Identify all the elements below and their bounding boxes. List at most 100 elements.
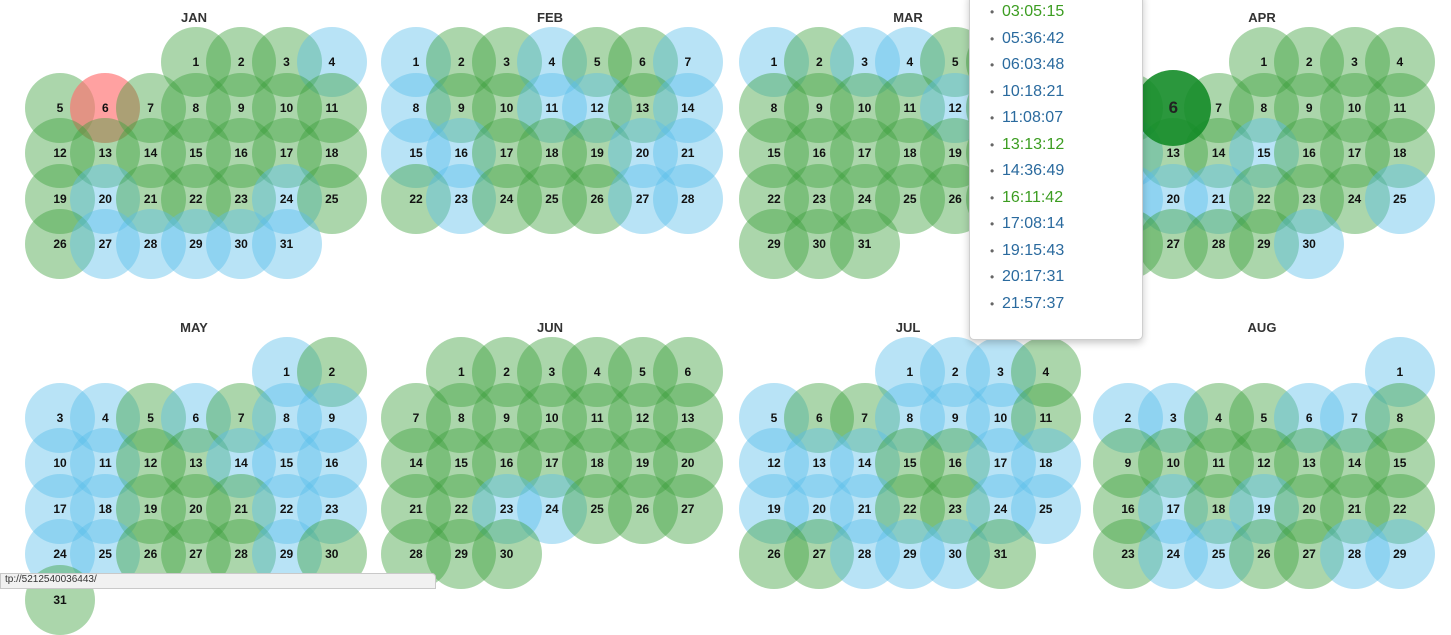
day-number[interactable]: 6 bbox=[1168, 97, 1179, 117]
day-number[interactable]: 20 bbox=[1302, 501, 1316, 516]
day-circle[interactable] bbox=[874, 118, 945, 188]
day-circle[interactable] bbox=[1274, 27, 1345, 97]
day-circle[interactable] bbox=[562, 72, 633, 143]
day-circle[interactable] bbox=[1364, 382, 1435, 453]
day-circle[interactable] bbox=[1364, 27, 1435, 97]
day-circle[interactable] bbox=[296, 163, 367, 234]
day-circle[interactable] bbox=[1319, 519, 1390, 589]
day-number[interactable]: 17 bbox=[545, 456, 559, 470]
day-circle[interactable] bbox=[1319, 473, 1390, 544]
day-circle[interactable] bbox=[829, 72, 900, 143]
day-number[interactable]: 18 bbox=[903, 146, 917, 160]
time-link[interactable]: 11:08:07 bbox=[1002, 109, 1064, 126]
day-circle[interactable] bbox=[1010, 337, 1081, 407]
day-number[interactable]: 14 bbox=[234, 456, 248, 470]
day-number[interactable]: 8 bbox=[457, 410, 465, 425]
day-number[interactable]: 23 bbox=[499, 501, 514, 516]
day-circle[interactable] bbox=[829, 473, 900, 544]
day-circle[interactable] bbox=[1364, 519, 1435, 589]
day-number[interactable]: 5 bbox=[56, 100, 64, 115]
day-circle[interactable] bbox=[1183, 209, 1254, 279]
day-circle[interactable] bbox=[381, 428, 451, 498]
day-number[interactable]: 21 bbox=[857, 501, 872, 516]
day-circle[interactable] bbox=[25, 428, 95, 498]
day-circle[interactable] bbox=[70, 473, 141, 544]
day-circle[interactable] bbox=[381, 473, 451, 544]
day-number[interactable]: 30 bbox=[499, 547, 514, 561]
day-circle[interactable] bbox=[381, 382, 451, 453]
day-number[interactable]: 29 bbox=[1393, 547, 1407, 561]
day-number[interactable]: 2 bbox=[815, 55, 823, 69]
day-number[interactable]: 1 bbox=[457, 365, 465, 379]
day-circle[interactable] bbox=[607, 72, 678, 143]
day-number[interactable]: 29 bbox=[454, 547, 468, 561]
day-number[interactable]: 12 bbox=[1257, 456, 1271, 470]
time-link[interactable]: 21:57:37 bbox=[1002, 294, 1065, 312]
day-circle[interactable] bbox=[562, 428, 633, 498]
day-circle[interactable] bbox=[206, 163, 277, 234]
day-number[interactable]: 4 bbox=[1042, 365, 1050, 379]
day-circle[interactable] bbox=[251, 337, 322, 407]
day-circle[interactable] bbox=[784, 473, 855, 544]
day-number[interactable]: 15 bbox=[1257, 146, 1271, 160]
day-number[interactable]: 16 bbox=[948, 456, 962, 470]
day-number[interactable]: 1 bbox=[192, 55, 200, 69]
day-number[interactable]: 9 bbox=[951, 410, 959, 425]
day-circle[interactable] bbox=[1138, 209, 1209, 279]
day-circle[interactable] bbox=[1228, 473, 1299, 544]
day-circle[interactable] bbox=[739, 428, 809, 498]
day-circle[interactable] bbox=[652, 473, 723, 544]
day-circle[interactable] bbox=[471, 473, 542, 544]
day-circle[interactable] bbox=[1183, 428, 1254, 498]
day-number[interactable]: 26 bbox=[143, 547, 158, 561]
day-number[interactable]: 25 bbox=[1393, 191, 1407, 206]
day-circle[interactable] bbox=[296, 337, 367, 407]
day-number[interactable]: 26 bbox=[948, 191, 962, 206]
day-number[interactable]: 27 bbox=[812, 547, 826, 561]
day-number[interactable]: 24 bbox=[499, 191, 514, 206]
day-circle[interactable] bbox=[1274, 209, 1345, 279]
day-number[interactable]: 20 bbox=[681, 456, 695, 470]
day-number[interactable]: 24 bbox=[857, 191, 872, 206]
day-circle[interactable] bbox=[516, 27, 587, 97]
day-number[interactable]: 4 bbox=[906, 55, 914, 69]
day-circle[interactable] bbox=[1274, 72, 1345, 143]
day-number[interactable]: 18 bbox=[1039, 456, 1053, 470]
day-circle[interactable] bbox=[426, 473, 497, 544]
day-number[interactable]: 18 bbox=[1211, 501, 1226, 516]
day-number[interactable]: 14 bbox=[143, 146, 158, 160]
day-circle[interactable] bbox=[70, 209, 141, 279]
day-number[interactable]: 7 bbox=[147, 100, 154, 115]
day-number[interactable]: 4 bbox=[548, 55, 556, 69]
day-number[interactable]: 23 bbox=[454, 191, 468, 206]
day-number[interactable]: 4 bbox=[1396, 55, 1404, 69]
day-number[interactable]: 14 bbox=[1211, 146, 1226, 160]
day-circle[interactable] bbox=[381, 163, 451, 234]
day-number[interactable]: 7 bbox=[861, 410, 868, 425]
day-circle[interactable] bbox=[652, 428, 723, 498]
day-number[interactable]: 17 bbox=[499, 146, 514, 160]
day-circle[interactable] bbox=[784, 382, 855, 453]
day-circle[interactable] bbox=[829, 519, 900, 589]
day-circle[interactable] bbox=[206, 27, 277, 97]
day-number[interactable]: 18 bbox=[98, 501, 112, 516]
day-circle[interactable] bbox=[1138, 473, 1209, 544]
day-number[interactable]: 29 bbox=[279, 547, 294, 561]
day-number[interactable]: 1 bbox=[1396, 365, 1404, 379]
day-circle[interactable] bbox=[115, 118, 186, 188]
day-circle[interactable] bbox=[115, 72, 186, 143]
day-number[interactable]: 29 bbox=[767, 237, 781, 251]
day-number[interactable]: 23 bbox=[948, 501, 962, 516]
day-circle[interactable] bbox=[829, 428, 900, 498]
day-number[interactable]: 25 bbox=[1211, 547, 1226, 561]
day-circle[interactable] bbox=[206, 428, 277, 498]
day-circle[interactable] bbox=[784, 72, 855, 143]
day-number[interactable]: 14 bbox=[1347, 456, 1362, 470]
day-circle[interactable] bbox=[1138, 428, 1209, 498]
day-circle[interactable] bbox=[160, 27, 231, 97]
day-circle[interactable] bbox=[1274, 519, 1345, 589]
day-circle[interactable] bbox=[251, 473, 322, 544]
day-number[interactable]: 2 bbox=[1305, 55, 1313, 69]
day-circle[interactable] bbox=[652, 27, 723, 97]
day-number[interactable]: 9 bbox=[1305, 100, 1313, 115]
